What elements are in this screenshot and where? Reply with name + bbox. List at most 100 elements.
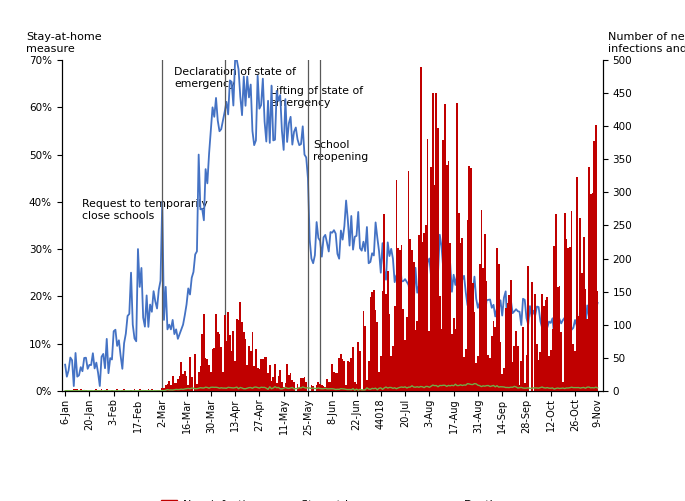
Bar xyxy=(506,303,508,391)
Bar xyxy=(385,294,387,391)
Text: Declaration of state of
emergency: Declaration of state of emergency xyxy=(175,67,297,89)
Bar xyxy=(410,238,411,391)
Bar xyxy=(94,390,95,391)
Bar xyxy=(455,329,456,391)
Bar xyxy=(106,389,108,391)
Bar xyxy=(453,319,455,391)
Bar xyxy=(439,296,440,391)
Bar xyxy=(73,389,75,391)
Bar xyxy=(505,308,506,391)
Bar xyxy=(221,347,222,391)
Bar xyxy=(273,377,274,391)
Bar xyxy=(170,385,172,391)
Bar xyxy=(349,362,351,391)
Bar xyxy=(404,340,406,391)
Bar xyxy=(557,287,558,391)
Bar xyxy=(281,382,283,391)
Bar xyxy=(340,354,342,391)
Bar xyxy=(408,171,410,391)
Bar xyxy=(531,282,532,391)
Bar xyxy=(420,67,421,391)
Bar xyxy=(351,358,352,391)
Bar xyxy=(342,359,343,391)
Bar xyxy=(303,377,306,391)
Bar xyxy=(378,372,380,391)
Bar xyxy=(498,264,499,391)
Bar xyxy=(390,356,392,391)
Bar xyxy=(463,357,465,391)
Bar xyxy=(290,373,291,391)
Bar xyxy=(217,333,219,391)
Bar xyxy=(564,213,566,391)
Bar xyxy=(434,184,436,391)
Bar xyxy=(588,167,590,391)
Bar xyxy=(440,329,443,391)
Bar xyxy=(229,335,231,391)
Bar xyxy=(328,382,329,391)
Legend: New infections, Stay-at-home measure, Deaths: New infections, Stay-at-home measure, De… xyxy=(156,495,508,501)
Bar xyxy=(345,385,347,391)
Bar xyxy=(562,382,564,391)
Bar xyxy=(257,369,258,391)
Bar xyxy=(354,382,356,391)
Bar xyxy=(545,300,547,391)
Bar xyxy=(177,379,179,391)
Bar xyxy=(262,359,264,391)
Bar xyxy=(184,371,186,391)
Bar xyxy=(573,344,574,391)
Bar xyxy=(312,386,314,391)
Bar xyxy=(288,375,290,391)
Bar xyxy=(186,376,188,391)
Bar xyxy=(540,352,541,391)
Bar xyxy=(173,383,175,391)
Bar xyxy=(283,387,284,391)
Bar xyxy=(245,339,247,391)
Bar xyxy=(203,314,205,391)
Bar xyxy=(240,302,241,391)
Bar xyxy=(392,346,394,391)
Bar xyxy=(189,357,191,391)
Bar xyxy=(418,234,420,391)
Bar xyxy=(134,389,136,391)
Bar xyxy=(359,351,361,391)
Bar xyxy=(219,334,221,391)
Bar xyxy=(477,356,479,391)
Bar xyxy=(85,390,87,391)
Bar xyxy=(515,331,517,391)
Bar xyxy=(369,297,371,391)
Bar xyxy=(325,387,326,391)
Bar xyxy=(597,291,599,391)
Bar xyxy=(472,283,473,391)
Bar xyxy=(413,262,414,391)
Bar xyxy=(151,389,153,391)
Bar xyxy=(279,370,281,391)
Bar xyxy=(247,365,248,391)
Bar xyxy=(172,376,173,391)
Bar xyxy=(403,309,404,391)
Text: Request to temporarily
close schools: Request to temporarily close schools xyxy=(82,199,208,221)
Bar xyxy=(215,314,217,391)
Bar xyxy=(333,372,335,391)
Text: Lifting of state of
emergency: Lifting of state of emergency xyxy=(270,86,363,108)
Bar xyxy=(473,312,475,391)
Bar xyxy=(147,389,149,391)
Bar xyxy=(248,346,250,391)
Bar xyxy=(593,141,595,391)
Bar xyxy=(154,390,156,391)
Bar xyxy=(95,389,97,391)
Bar xyxy=(123,389,125,391)
Bar xyxy=(406,317,408,391)
Bar xyxy=(130,390,132,391)
Bar xyxy=(326,379,328,391)
Text: Stay-at-home
measure: Stay-at-home measure xyxy=(27,32,102,54)
Bar xyxy=(590,193,592,391)
Bar xyxy=(266,357,267,391)
Bar xyxy=(264,357,266,391)
Bar xyxy=(75,389,77,391)
Bar xyxy=(274,364,276,391)
Bar xyxy=(77,389,78,391)
Bar xyxy=(260,359,262,391)
Bar xyxy=(436,93,437,391)
Bar xyxy=(519,385,521,391)
Bar xyxy=(447,161,449,391)
